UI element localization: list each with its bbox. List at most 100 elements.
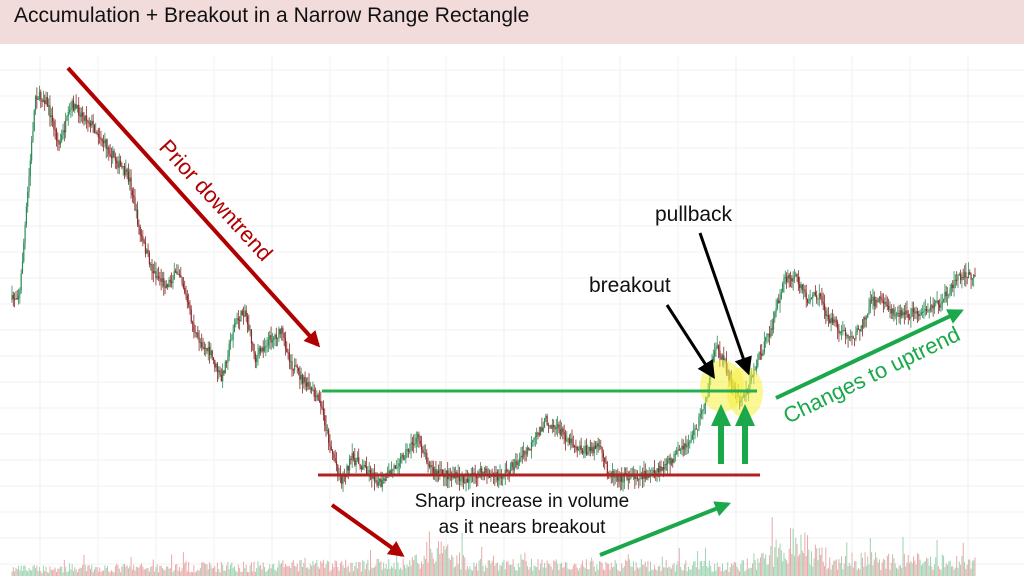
candle-body	[562, 428, 564, 433]
candle-body	[318, 400, 321, 402]
volume-bar	[383, 562, 385, 576]
candle-body	[358, 457, 360, 464]
candle-body	[885, 302, 887, 305]
candle-body	[558, 424, 560, 430]
volume-bar	[872, 565, 874, 576]
volume-bar	[273, 563, 275, 576]
volume-bar	[473, 562, 475, 576]
volume-bar	[639, 567, 641, 576]
volume-bar	[334, 560, 336, 576]
volume-bar	[281, 562, 283, 576]
volume-bar	[226, 565, 228, 576]
volume-bar	[120, 572, 122, 576]
candle-body	[851, 336, 853, 338]
candle-body	[902, 312, 904, 316]
volume-bar	[143, 569, 145, 576]
candle-body	[801, 284, 803, 290]
candle-body	[229, 340, 232, 344]
volume-bar	[842, 569, 844, 576]
candle-body	[860, 325, 862, 332]
volume-bar	[189, 572, 191, 576]
candle-body	[940, 303, 942, 308]
volume-bar	[28, 567, 30, 576]
candle-body	[19, 290, 21, 296]
volume-bar	[899, 564, 901, 576]
volume-bar	[438, 541, 440, 576]
volume-bar	[561, 562, 563, 576]
candle-body	[799, 284, 801, 288]
candle-body	[96, 131, 98, 134]
candle-body	[869, 299, 871, 308]
candle-body	[704, 401, 707, 405]
candle-body	[207, 347, 209, 352]
volume-bar	[652, 570, 654, 576]
candle-body	[397, 466, 399, 468]
volume-bar	[269, 564, 271, 576]
volume-bar	[757, 558, 759, 576]
candle-body	[897, 312, 899, 314]
candle-body	[724, 359, 726, 361]
candle-body	[564, 434, 567, 441]
candle-body	[91, 120, 93, 126]
candle-body	[508, 471, 510, 474]
volume-bar	[873, 559, 875, 576]
volume-bar	[41, 573, 43, 576]
volume-bar	[741, 560, 743, 576]
candle-body	[814, 292, 816, 296]
candle-body	[325, 425, 327, 431]
volume-bar	[389, 568, 391, 576]
candle-body	[528, 447, 530, 450]
volume-bar	[385, 564, 387, 576]
candle-body	[678, 449, 680, 451]
candle-body	[411, 442, 413, 445]
volume-bar	[494, 565, 496, 576]
candle-body	[827, 314, 830, 320]
candle-body	[516, 460, 518, 465]
candle-body	[269, 335, 271, 340]
candle-body	[676, 450, 678, 454]
candle-body	[604, 457, 606, 462]
candle-body	[271, 340, 273, 343]
candle-body	[55, 129, 58, 141]
candle-body	[791, 278, 793, 282]
volume-bar	[567, 568, 569, 576]
volume-bar	[672, 564, 674, 576]
volume-bar	[261, 569, 263, 576]
volume-bar	[422, 564, 424, 576]
volume-bar	[557, 563, 559, 576]
candle-body	[335, 461, 338, 465]
volume-bar	[393, 562, 395, 576]
volume-bar	[330, 570, 332, 576]
volume-bar	[223, 570, 225, 576]
candle-body	[559, 429, 561, 436]
volume-bar	[23, 565, 25, 576]
candle-body	[148, 253, 150, 265]
candle-body	[418, 433, 420, 441]
candle-body	[131, 190, 133, 196]
volume-bar	[177, 570, 179, 576]
candle-body	[617, 475, 619, 481]
candle-body	[362, 467, 364, 470]
candle-body	[813, 292, 815, 295]
volume-bar	[752, 563, 754, 576]
volume-bar	[401, 569, 403, 576]
candle-body	[413, 444, 415, 446]
volume-bar	[864, 552, 866, 576]
volume-bar	[947, 565, 949, 576]
volume-bar	[321, 562, 323, 576]
candle-body	[14, 298, 16, 300]
candle-body	[894, 315, 896, 317]
volume-bar	[215, 571, 217, 576]
candle-body	[288, 352, 290, 362]
volume-bar	[424, 558, 426, 576]
volume-bar	[428, 531, 430, 576]
volume-bar	[957, 567, 959, 576]
candle-body	[85, 115, 88, 121]
candle-body	[75, 104, 77, 109]
candle-body	[436, 470, 438, 474]
candle-body	[61, 134, 63, 142]
candle-body	[486, 468, 488, 477]
candle-body	[139, 226, 141, 235]
volume-bar	[889, 569, 891, 576]
volume-bar	[517, 563, 519, 576]
